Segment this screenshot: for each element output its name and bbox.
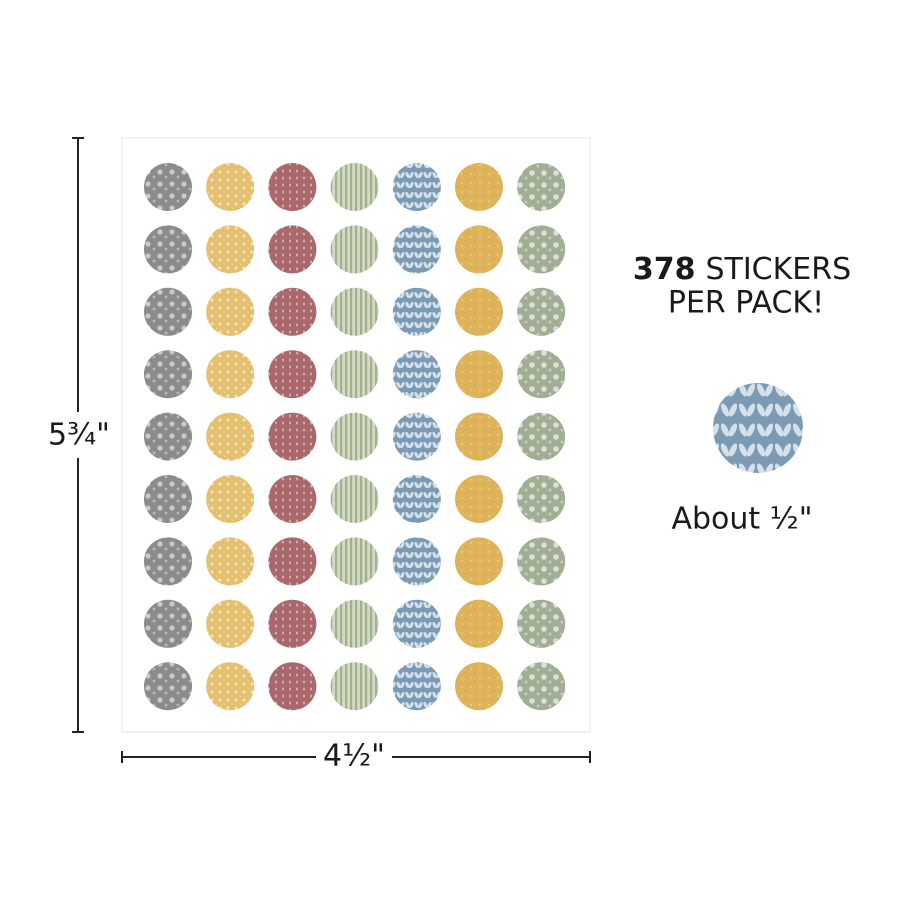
headline-line1: 378 STICKERS	[633, 252, 851, 287]
sticker	[206, 287, 255, 336]
sticker	[206, 537, 255, 586]
sticker	[455, 350, 503, 399]
sample-caption: About ½"	[671, 502, 812, 537]
sticker	[144, 537, 192, 586]
sticker	[144, 350, 192, 399]
sticker	[330, 225, 379, 274]
sticker	[268, 163, 317, 211]
headline-text: STICKERS	[705, 252, 851, 287]
sticker	[517, 537, 566, 586]
sticker	[330, 599, 379, 648]
headline-line2: PER PACK!	[668, 286, 824, 321]
sticker	[206, 163, 255, 211]
sticker	[268, 412, 317, 461]
sticker	[144, 163, 192, 211]
sticker	[268, 475, 317, 523]
sticker	[455, 225, 503, 274]
sticker	[330, 350, 379, 399]
sticker	[268, 537, 317, 586]
sticker-grid	[144, 163, 566, 711]
sticker	[144, 475, 192, 523]
sticker	[144, 287, 192, 336]
sample-sticker	[713, 383, 803, 473]
sticker	[455, 412, 503, 461]
sticker	[206, 225, 255, 274]
sticker	[517, 599, 566, 648]
sticker	[517, 350, 566, 399]
label-backdrop	[316, 735, 392, 779]
sticker	[392, 225, 441, 274]
sticker	[330, 163, 379, 211]
sticker	[268, 599, 317, 648]
sticker	[330, 412, 379, 461]
sticker	[455, 287, 503, 336]
sticker	[455, 537, 503, 586]
sticker	[144, 599, 192, 648]
sticker	[392, 537, 441, 586]
sticker	[392, 350, 441, 399]
sticker	[268, 225, 317, 274]
sticker	[392, 475, 441, 523]
sticker	[517, 163, 566, 211]
sticker	[268, 662, 317, 711]
sticker	[455, 662, 503, 711]
label-backdrop	[50, 412, 108, 458]
width-dimension: 4½"	[121, 735, 591, 779]
sticker	[144, 412, 192, 461]
sticker	[330, 537, 379, 586]
height-label: 5¾"	[48, 418, 110, 453]
sticker	[455, 599, 503, 648]
sticker	[206, 412, 255, 461]
sticker	[268, 287, 317, 336]
sticker	[517, 662, 566, 711]
sticker	[330, 287, 379, 336]
sticker	[517, 225, 566, 274]
sticker	[330, 662, 379, 711]
sticker	[330, 475, 379, 523]
sticker	[144, 225, 192, 274]
sticker	[206, 599, 255, 648]
sticker	[206, 350, 255, 399]
sticker	[517, 412, 566, 461]
sticker	[455, 475, 503, 523]
sticker	[392, 163, 441, 211]
sticker-count: 378	[633, 252, 696, 287]
sticker	[268, 350, 317, 399]
sticker	[392, 662, 441, 711]
width-label: 4½"	[323, 739, 385, 774]
sticker	[206, 662, 255, 711]
height-dimension: 5¾"	[48, 137, 110, 733]
sticker	[392, 599, 441, 648]
sticker	[517, 475, 566, 523]
sticker	[144, 662, 192, 711]
sticker	[392, 287, 441, 336]
sticker	[206, 475, 255, 523]
sticker	[392, 412, 441, 461]
sticker	[455, 163, 503, 211]
sticker	[517, 287, 566, 336]
